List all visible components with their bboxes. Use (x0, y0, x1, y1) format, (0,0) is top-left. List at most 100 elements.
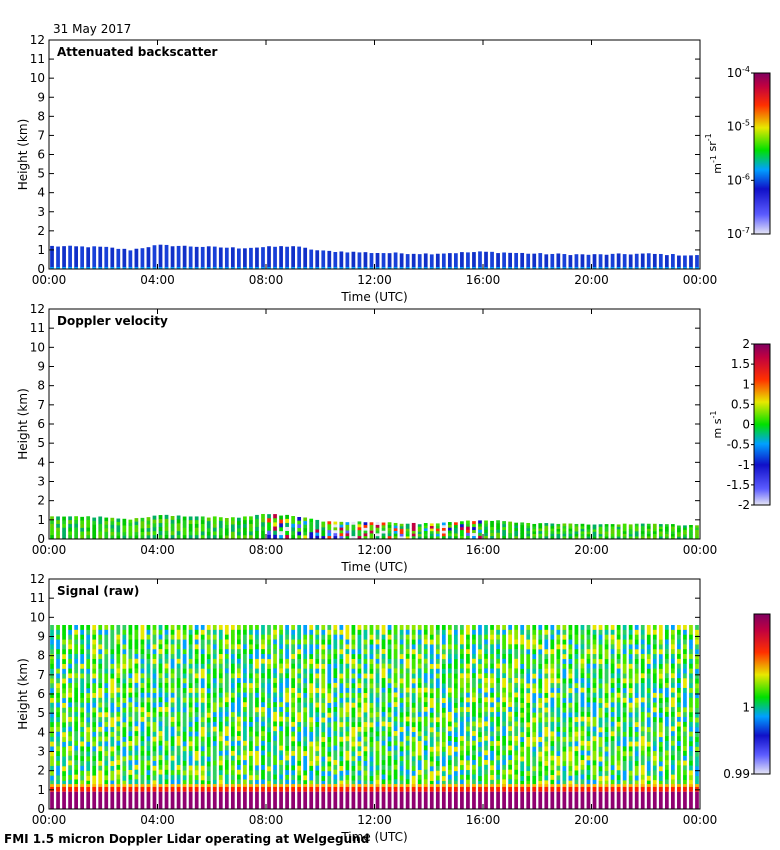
signal-cell (375, 750, 380, 756)
signal-cell (50, 629, 54, 636)
signal-cell (170, 629, 175, 635)
velocity-cell (279, 519, 283, 524)
colorbar-tick-label: 0.5 (731, 397, 750, 411)
signal-cell (224, 668, 229, 674)
velocity-cell (562, 526, 567, 529)
signal-cell (580, 726, 585, 732)
signal-cell-red (616, 786, 621, 792)
signal-cell (176, 731, 181, 737)
signal-cell (496, 707, 500, 713)
y-tick-label: 7 (37, 398, 45, 412)
signal-cell (237, 668, 241, 674)
velocity-cell (550, 526, 555, 529)
signal-cell (466, 721, 470, 727)
velocity-cell (664, 526, 669, 530)
signal-cell (62, 732, 66, 738)
signal-cell (411, 736, 416, 743)
signal-cell (206, 673, 211, 679)
signal-cell (538, 659, 543, 665)
signal-cell (490, 678, 494, 684)
signal-cell (496, 682, 500, 689)
signal-cell (640, 625, 645, 631)
backscatter-column-base (610, 267, 615, 269)
velocity-cell (387, 536, 392, 540)
signal-cell (333, 649, 338, 655)
signal-cell (399, 756, 404, 762)
signal-cell (610, 668, 615, 674)
signal-cell (327, 663, 332, 670)
signal-cell (562, 702, 567, 709)
signal-cell (683, 649, 687, 655)
signal-cell (550, 779, 555, 785)
signal-cell (303, 707, 308, 713)
signal-cell (496, 692, 500, 698)
velocity-cell (122, 528, 127, 533)
signal-cell (520, 644, 525, 650)
signal-cell (122, 736, 127, 743)
signal-cell (393, 721, 398, 727)
signal-cell (122, 683, 127, 689)
signal-cell (622, 712, 627, 718)
signal-cell-purple (628, 791, 633, 809)
signal-cell (230, 712, 235, 718)
signal-cell (472, 716, 476, 722)
velocity-cell (134, 525, 139, 529)
signal-cell (146, 697, 151, 703)
signal-cell (351, 634, 356, 640)
signal-cell (435, 765, 440, 772)
signal-cell-red (116, 786, 121, 792)
signal-cell (652, 668, 657, 674)
signal-cell (56, 755, 60, 762)
velocity-cell (273, 514, 277, 519)
signal-cell (441, 683, 446, 689)
velocity-cell (568, 536, 573, 540)
signal-cell (188, 658, 193, 665)
signal-cell (128, 721, 133, 727)
signal-cell (267, 678, 271, 684)
signal-cell (622, 663, 627, 670)
velocity-cell (176, 527, 181, 532)
signal-cell (200, 751, 205, 757)
signal-cell (74, 774, 78, 780)
signal-cell-orange (550, 784, 555, 787)
velocity-cell (405, 526, 410, 530)
signal-cell (652, 697, 657, 703)
signal-cell (447, 697, 452, 703)
signal-cell (381, 673, 386, 679)
signal-cell (460, 673, 464, 679)
signal-cell-orange (68, 784, 72, 787)
signal-cell (321, 771, 326, 777)
signal-cell-red (484, 786, 488, 792)
velocity-cell (447, 533, 452, 537)
signal-cell (550, 731, 555, 737)
signal-cell (490, 639, 494, 645)
signal-cell (417, 673, 422, 679)
velocity-cell (230, 531, 235, 536)
signal-cell (333, 779, 338, 785)
velocity-cell (550, 536, 555, 540)
backscatter-column-base (134, 267, 139, 269)
backscatter-column-base (604, 267, 609, 269)
signal-cell (652, 775, 657, 781)
signal-cell (345, 634, 350, 640)
velocity-cell (411, 530, 416, 534)
signal-cell (345, 716, 350, 723)
signal-cell (152, 751, 157, 757)
signal-cell (176, 769, 181, 776)
signal-cell (574, 692, 579, 699)
velocity-cell (580, 533, 585, 537)
signal-cell (502, 745, 506, 751)
signal-cell (351, 761, 356, 767)
signal-cell (454, 751, 458, 757)
signal-cell (520, 693, 525, 699)
signal-cell (56, 712, 60, 718)
signal-cell (683, 775, 687, 781)
signal-cell (363, 644, 368, 650)
signal-cell (194, 683, 199, 689)
signal-cell-red (140, 786, 145, 792)
signal-cell (116, 760, 121, 766)
signal-cell (363, 683, 368, 689)
x-tick-label: 16:00 (466, 543, 501, 557)
signal-cell (315, 765, 320, 771)
signal-cell (640, 702, 645, 708)
